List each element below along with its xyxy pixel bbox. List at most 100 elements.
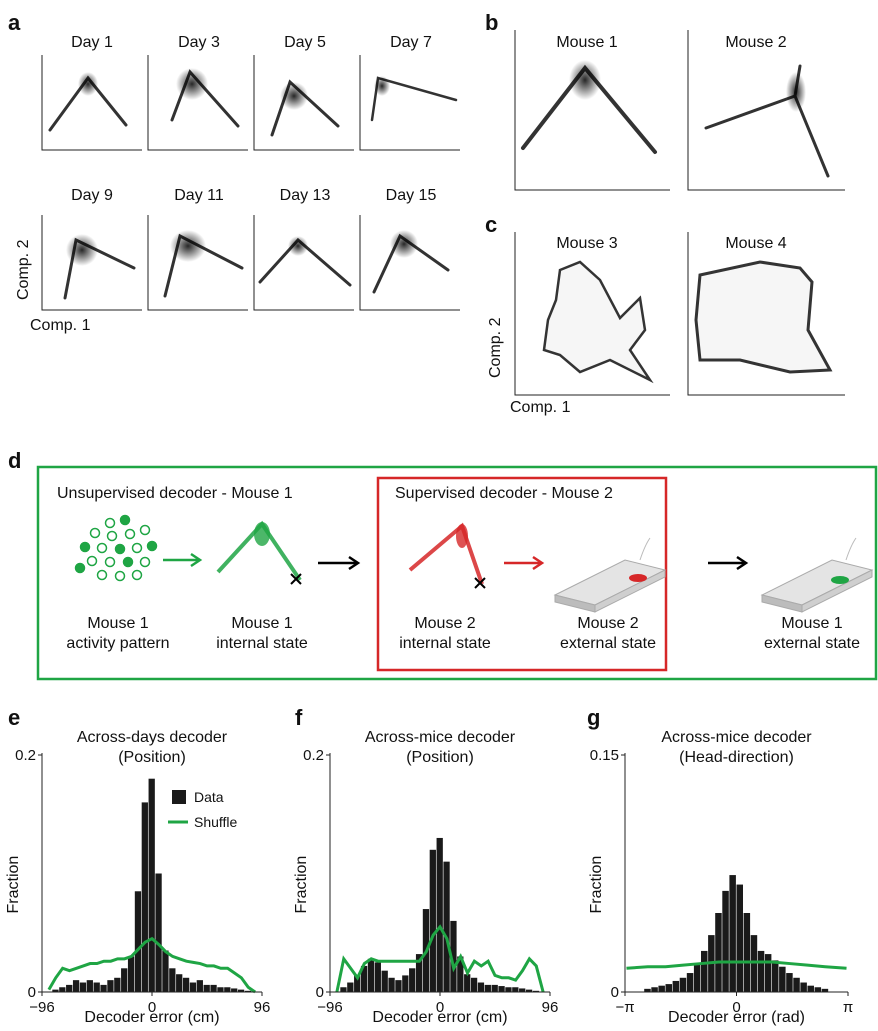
panel-a-title-3: Day 5 <box>284 34 326 51</box>
histogram-bar <box>244 990 252 992</box>
histogram-bar <box>59 987 66 992</box>
label-2-line2: internal state <box>216 635 308 652</box>
panel-c-axes-1 <box>514 232 670 396</box>
histogram-bar <box>86 980 93 992</box>
panel-c-ylabel: Comp. 2 <box>487 317 504 378</box>
panel-letter-f: f <box>295 705 303 730</box>
histogram-bar <box>715 913 722 992</box>
histogram-bar <box>786 973 793 992</box>
histogram-bar <box>757 950 765 992</box>
label-2-line1: Mouse 1 <box>231 615 292 632</box>
histogram-bar <box>484 984 491 992</box>
panel-c-title-2: Mouse 4 <box>725 235 786 252</box>
histogram-bar <box>134 891 142 992</box>
y-tick-label: 0.2 <box>15 747 36 764</box>
panel-a-title-5: Day 9 <box>71 187 113 204</box>
histogram-bar <box>750 935 758 992</box>
histogram-bar <box>66 984 73 992</box>
histogram-bar <box>470 977 478 992</box>
histogram-bar <box>189 982 197 992</box>
panel-a-title-4: Day 7 <box>390 34 432 51</box>
label-5-line1: Mouse 1 <box>781 615 842 632</box>
x-tick-label: 0 <box>148 999 156 1016</box>
x-tick-label: π <box>843 999 853 1016</box>
manifold-day5 <box>270 79 340 137</box>
histogram-bar <box>210 984 217 992</box>
histogram-bar <box>409 968 416 992</box>
histogram-bar <box>72 980 80 992</box>
histogram-bar <box>402 975 409 992</box>
histogram-bar <box>155 873 162 992</box>
histogram-bar <box>141 802 148 992</box>
panel-a-axes-3 <box>253 55 354 151</box>
histogram-bar <box>148 778 155 992</box>
manifold-hub-day3 <box>176 68 208 100</box>
cross-marker-2 <box>474 577 486 589</box>
panel-b-axes-1 <box>514 30 670 191</box>
histogram-bar <box>498 986 505 992</box>
manifold-hub-day15 <box>390 230 418 258</box>
histogram-bar <box>477 982 485 992</box>
histogram-bar <box>203 984 210 992</box>
histogram-bar <box>519 988 526 992</box>
label-1-line2: activity pattern <box>66 635 169 652</box>
histogram-bar <box>814 987 822 992</box>
panel-a-title-6: Day 11 <box>174 187 224 204</box>
manifold-hub-mouse1 <box>569 60 601 100</box>
x-tick-label: −96 <box>29 999 54 1016</box>
panel-b-title-2: Mouse 2 <box>725 34 786 51</box>
panel-a-axes-8 <box>359 215 460 311</box>
histogram-bar <box>162 950 169 992</box>
label-1-line1: Mouse 1 <box>87 615 148 632</box>
track-mouse2-icon <box>553 537 667 613</box>
manifold-hub-mouse2 <box>786 72 806 112</box>
y-axis-label: Fraction <box>293 856 310 914</box>
histogram-g: Across-mice decoder (Head-direction) 0 0.15… <box>588 729 853 1026</box>
histogram-bar <box>764 954 772 992</box>
histogram-bar <box>107 980 114 992</box>
histogram-bar <box>793 977 800 992</box>
histogram-bar <box>722 890 729 992</box>
panel-letter-a: a <box>8 10 21 35</box>
label-4-line1: Mouse 2 <box>577 615 638 632</box>
histogram-bar <box>436 837 443 992</box>
manifold-hub-day1 <box>78 72 98 96</box>
x-axis-label: Decoder error (rad) <box>668 1009 805 1026</box>
panel-a-axes-1 <box>41 55 142 151</box>
panel-c-xlabel: Comp. 1 <box>510 399 571 416</box>
y-tick-label: 0 <box>611 984 619 1001</box>
histogram-bar <box>443 861 450 992</box>
unsupervised-box <box>36 465 878 681</box>
histogram-bar <box>224 987 231 992</box>
supervised-box <box>376 476 668 672</box>
x-tick-label: 96 <box>542 999 559 1016</box>
panel-letter-e: e <box>8 705 20 730</box>
histogram-bar <box>686 973 694 992</box>
histogram-bar <box>52 989 59 992</box>
histogram-bar <box>532 990 540 992</box>
panel-a-axes-6 <box>147 215 248 311</box>
histogram-bar <box>388 977 395 992</box>
unsupervised-title: Unsupervised decoder - Mouse 1 <box>57 485 293 502</box>
histogram-bar <box>771 960 779 992</box>
panel-a-title-2: Day 3 <box>178 34 220 51</box>
chart-title: Across-mice decoder <box>365 729 516 746</box>
panel-b-axes-2 <box>687 30 845 191</box>
histogram-bar <box>374 962 381 992</box>
histogram-bar <box>182 977 190 992</box>
histogram-bar <box>196 980 203 992</box>
histogram-f: Across-mice decoder(Position)00.2−96 0 96D… <box>293 729 558 1026</box>
histogram-bar <box>231 988 238 992</box>
panel-a: Day 1 Day 3 Day 5 Day 7 Day 9 Day 11 Day… <box>15 34 460 334</box>
panel-b: Mouse 1 Mouse 2 <box>514 30 845 191</box>
histogram-bar <box>415 954 423 992</box>
histogram-bar <box>729 875 736 992</box>
histogram-bar <box>651 987 658 992</box>
histogram-e: Across-days decoder(Position)00.2−96 0 96D… <box>5 729 270 1026</box>
histogram-bar <box>381 970 388 992</box>
histogram-bar <box>237 989 245 992</box>
histogram-bar <box>505 987 512 992</box>
manifold-hub-day9 <box>66 234 98 266</box>
manifold-mouse4 <box>694 260 833 374</box>
